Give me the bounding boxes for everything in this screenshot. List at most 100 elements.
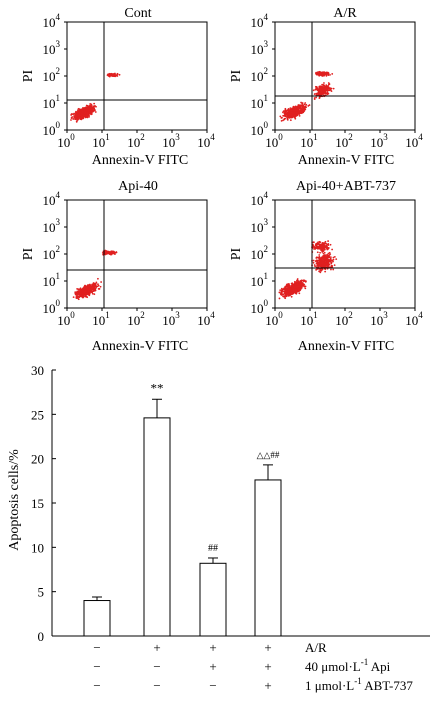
scatter-dots [72, 249, 118, 301]
flow-event [312, 261, 315, 264]
flow-event [98, 288, 101, 290]
flow-event [70, 119, 72, 121]
flow-event [298, 292, 301, 295]
flow-event [280, 290, 283, 293]
y-tick-label: 104 [43, 12, 61, 30]
flow-event [331, 73, 334, 75]
flow-event [320, 89, 322, 92]
flow-event [304, 102, 307, 104]
flow-event [80, 112, 83, 115]
bar-y-axis-label: Apoptosis cells/% [7, 449, 22, 551]
flow-event [329, 257, 332, 260]
flow-event [278, 291, 281, 294]
flow-event [298, 290, 300, 293]
flow-event [327, 258, 330, 261]
flow-event [94, 287, 97, 290]
flow-event [115, 251, 118, 253]
flow-event [286, 115, 289, 118]
x-tick-label: 103 [162, 132, 180, 150]
flow-event [319, 71, 322, 74]
flow-event [285, 295, 288, 298]
flow-event [88, 112, 91, 115]
flow-event [284, 107, 287, 110]
y-tick-label: 103 [43, 39, 61, 57]
flow-event [315, 72, 317, 75]
flow-event [80, 115, 83, 118]
flow-event [327, 256, 330, 259]
flow-event [312, 244, 315, 246]
flow-event [109, 251, 111, 253]
flow-event [101, 251, 104, 254]
flow-event [76, 296, 79, 299]
flow-event [95, 285, 98, 288]
flow-event [80, 289, 82, 292]
flow-event [312, 259, 315, 262]
flow-event [84, 106, 87, 109]
flow-event [322, 85, 325, 87]
flow-event [327, 243, 330, 245]
bar [199, 562, 227, 637]
y-tick-label: 103 [251, 39, 269, 57]
flow-event [113, 73, 116, 76]
flow-event [323, 246, 326, 249]
flow-event [321, 262, 324, 265]
y-axis-label: PI [229, 69, 244, 82]
flow-event [284, 111, 287, 114]
flow-event [303, 106, 306, 109]
flow-event [88, 114, 90, 117]
flow-event [320, 256, 323, 259]
flow-event [322, 252, 325, 255]
flow-event [287, 107, 290, 110]
flow-event [301, 106, 304, 109]
flow-event [301, 111, 304, 113]
flow-event [110, 251, 113, 254]
flow-event [75, 117, 78, 120]
flow-event [75, 113, 78, 116]
flow-event [332, 87, 335, 90]
flow-event [78, 111, 81, 114]
flow-event [285, 288, 288, 291]
flow-event [81, 290, 84, 292]
significance-label: △△## [257, 450, 280, 460]
flow-event [92, 106, 95, 109]
flow-event [305, 103, 308, 106]
flow-event [321, 257, 324, 260]
flow-event [328, 83, 331, 85]
bars: ** ## △△## [83, 380, 282, 637]
flow-event [91, 292, 94, 295]
flow-event [323, 82, 325, 84]
flow-event [315, 256, 318, 259]
flow-event [304, 285, 307, 288]
flow-event [114, 75, 117, 77]
flow-event [330, 90, 333, 93]
x-tick-label: 102 [335, 310, 353, 328]
flow-event [299, 285, 301, 288]
flow-event [303, 279, 306, 282]
flow-event [70, 116, 73, 119]
condition-table: − + + + A/R − − + +40 μmol·L-1 Api − − − +1 μmol·L-1… [93, 640, 413, 693]
flow-event [279, 115, 282, 118]
flow-event [322, 93, 325, 95]
flow-event [79, 109, 81, 111]
condition-mark: + [264, 678, 271, 693]
flow-event [323, 74, 325, 77]
flow-event [100, 281, 103, 283]
flow-event [299, 105, 301, 108]
flow-event [99, 285, 102, 288]
flow-event [323, 72, 326, 75]
flow-event [300, 279, 303, 282]
y-axis-label: PI [21, 247, 36, 260]
y-tick-label: 101 [251, 271, 269, 289]
flow-event [294, 286, 297, 289]
flow-event [90, 103, 93, 106]
x-tick-label: 100 [265, 310, 283, 328]
flow-event [297, 110, 300, 113]
bar [83, 600, 111, 637]
y-axis-label: PI [229, 247, 244, 260]
flow-event [86, 296, 89, 299]
flow-event [297, 288, 300, 291]
flow-event [106, 252, 109, 254]
flow-event [314, 260, 317, 263]
flow-event [318, 254, 321, 256]
